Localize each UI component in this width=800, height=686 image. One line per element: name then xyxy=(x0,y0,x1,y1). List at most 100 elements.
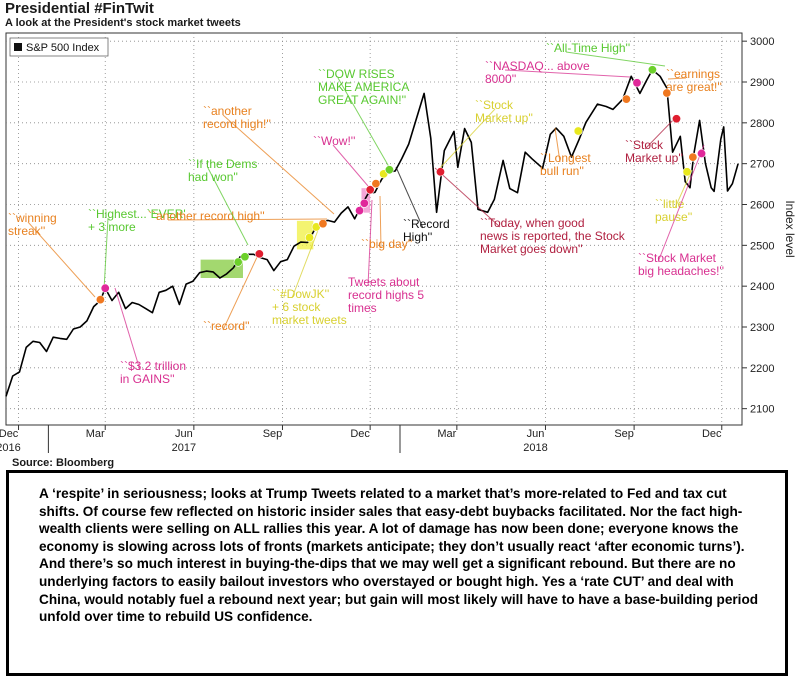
y-tick-label: 2200 xyxy=(750,363,774,375)
annotation-text: + 6 stock xyxy=(272,300,321,314)
annotation-text: ``winning xyxy=(8,211,57,225)
tweet-marker xyxy=(100,283,110,293)
annotation-text: had won'' xyxy=(188,170,238,184)
annotation-leader xyxy=(674,169,693,209)
annotation-leader xyxy=(291,224,321,299)
tweet-marker xyxy=(365,185,375,195)
annotation-leader xyxy=(103,217,109,291)
annotation-text: ``Wow!'' xyxy=(313,134,355,148)
y-tick-label: 2600 xyxy=(750,200,774,212)
legend-box xyxy=(9,37,109,57)
annotation-leader xyxy=(379,195,382,249)
tweet-marker xyxy=(384,165,394,175)
sp500-chart: 2100 2200 2300 2400 2500 2600 2700 2800 2900 3000… xyxy=(0,32,797,454)
annotation-text: ``Longest xyxy=(540,151,591,165)
x-year-label: 2018 xyxy=(523,442,547,454)
annotation-text: Tweets about xyxy=(348,275,420,289)
annotation-text: ``Stock Market xyxy=(638,251,717,265)
annotation-text: pause'' xyxy=(655,210,692,224)
annotation-text: ``Stock xyxy=(475,98,514,112)
y-tick-label: 2400 xyxy=(750,281,774,293)
tweet-marker xyxy=(662,88,672,98)
annotation-leader xyxy=(657,144,705,263)
annotation-leader xyxy=(439,108,496,169)
highlight-box-green xyxy=(200,259,243,278)
annotation-text: times xyxy=(348,301,377,315)
tweet-marker xyxy=(671,114,681,124)
annotation-text: ``earnings xyxy=(666,67,720,81)
y-tick-label: 2800 xyxy=(750,118,774,130)
annotation-leader xyxy=(337,77,393,173)
caption-text: A ‘respite’ in seriousness; looks at Tru… xyxy=(39,486,759,625)
annotation-text: ``another record high'' xyxy=(148,209,265,223)
annotation-text: ``Record xyxy=(403,217,450,231)
y-tick-label: 2700 xyxy=(750,159,774,171)
annotation-text: Market goes down'' xyxy=(480,242,583,256)
tweet-marker xyxy=(359,198,369,208)
annotation-text: ``DOW RISES xyxy=(318,67,395,81)
tweet-marker xyxy=(254,249,264,259)
annotation-text: ``$3.2 trillion xyxy=(120,359,186,373)
annotation-text: in GAINS'' xyxy=(120,372,175,386)
tweet-marker xyxy=(304,233,314,243)
x-tick-label: Sep xyxy=(614,428,634,440)
tweet-marker xyxy=(697,148,707,158)
annotation-leader xyxy=(667,77,687,80)
annotation-text: ``NASDAQ... above xyxy=(485,59,590,73)
annotation-text: ``Stock xyxy=(625,138,664,152)
annotation-text: bull run'' xyxy=(540,164,584,178)
chart-subtitle: A look at the President's stock market t… xyxy=(5,17,241,29)
source-note: Source: Bloomberg xyxy=(12,457,115,469)
annotation-text: ``Today, when good xyxy=(480,216,585,230)
tweet-marker xyxy=(621,94,631,104)
tweet-marker xyxy=(371,179,381,189)
tweet-marker xyxy=(355,206,365,216)
y-tick-label: 2100 xyxy=(750,404,774,416)
annotation-leader xyxy=(167,218,328,221)
tweet-marker xyxy=(435,167,445,177)
annotation-text: GREAT AGAIN!'' xyxy=(318,93,406,107)
x-tick-label: Mar xyxy=(86,428,105,440)
annotation-text: ``Highest...`EVER' xyxy=(88,207,186,221)
y-tick-label: 3000 xyxy=(750,36,774,48)
annotation-text: record highs 5 xyxy=(348,288,424,302)
annotation-text: news is reported, the Stock xyxy=(480,229,626,243)
annotation-text: MAKE AMERICA xyxy=(318,80,409,94)
y-tick-label: 2300 xyxy=(750,322,774,334)
annotation-text: streak'' xyxy=(8,224,45,238)
annotation-leader xyxy=(395,166,424,229)
tweet-marker xyxy=(573,126,583,136)
tweet-marker xyxy=(233,257,243,267)
tweet-marker xyxy=(682,167,692,177)
chart-title: Presidential #FinTwit xyxy=(5,0,154,17)
tweet-marker xyxy=(688,152,698,162)
x-year-label: 2017 xyxy=(172,442,196,454)
x-tick-label: Dec xyxy=(350,428,370,440)
tweet-marker xyxy=(647,65,657,75)
annotation-leader xyxy=(332,144,369,187)
annotation-leader xyxy=(222,254,259,331)
annotation-leader xyxy=(222,114,335,215)
x-tick-label: Mar xyxy=(437,428,456,440)
tweet-marker xyxy=(632,78,642,88)
annotation-leader xyxy=(114,287,141,371)
x-tick-label: Jun xyxy=(527,428,545,440)
annotation-text: ``If the Dems xyxy=(188,157,257,171)
tweet-marker xyxy=(318,219,328,229)
x-year-label: 2016 xyxy=(0,442,21,454)
annotation-text: ``#DowJK'' xyxy=(272,287,329,301)
annotation-leader xyxy=(554,127,561,163)
annotation-text: ``big day'' xyxy=(361,237,412,251)
annotation-text: ``little xyxy=(655,197,685,211)
legend-label: S&P 500 Index xyxy=(26,42,100,54)
annotation-text: Market up'' xyxy=(475,111,533,125)
annotation-text: ``All-Time High'' xyxy=(546,41,630,55)
annotation-leader xyxy=(434,167,501,228)
tweet-marker xyxy=(95,295,105,305)
y-tick-label: 2900 xyxy=(750,77,774,89)
x-tick-label: Dec xyxy=(0,428,19,440)
annotation-text: market tweets xyxy=(272,313,347,327)
annotation-text: are great!'' xyxy=(666,80,722,94)
annotation-text: big headaches!'' xyxy=(638,264,724,278)
x-tick-label: Jun xyxy=(175,428,193,440)
